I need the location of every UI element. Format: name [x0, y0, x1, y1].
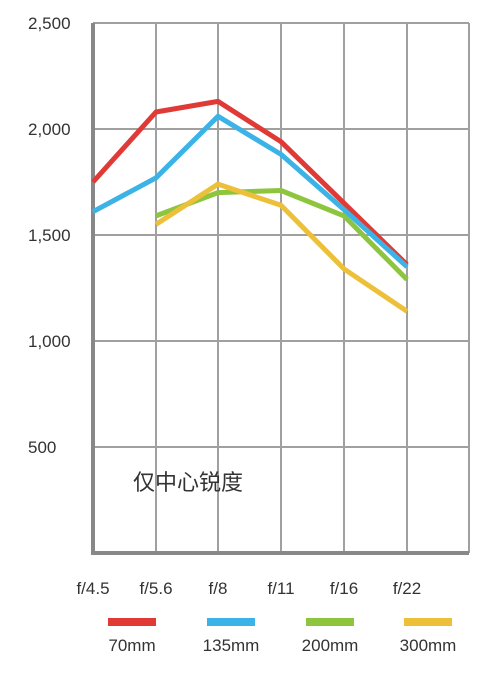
y-tick-label: 1,500 [28, 226, 71, 245]
legend-label-135mm: 135mm [203, 636, 260, 655]
legend: 70mm 135mm 200mm 300mm [108, 618, 456, 655]
x-tick-label: f/16 [330, 579, 358, 598]
series-line-135mm [91, 113, 409, 269]
x-axis-tick-labels: f/4.5 f/5.6 f/8 f/11 f/16 f/22 [76, 579, 421, 598]
legend-label-300mm: 300mm [400, 636, 457, 655]
y-tick-label: 2,000 [28, 120, 71, 139]
x-tick-label: f/4.5 [76, 579, 109, 598]
legend-swatch-70mm [108, 618, 156, 626]
chart-annotation: 仅中心锐度 [133, 471, 243, 496]
series-line-300mm [154, 181, 409, 314]
x-tick-label: f/22 [393, 579, 421, 598]
y-tick-label: 500 [28, 438, 56, 457]
x-tick-label: f/8 [209, 579, 228, 598]
series-lines [91, 98, 409, 314]
legend-label-70mm: 70mm [108, 636, 155, 655]
x-tick-label: f/11 [267, 579, 294, 598]
y-tick-label: 2,500 [28, 14, 71, 33]
legend-swatch-135mm [207, 618, 255, 626]
y-axis-tick-labels: 2,500 2,000 1,500 1,000 500 [28, 14, 71, 457]
legend-swatch-200mm [306, 618, 354, 626]
x-tick-label: f/5.6 [139, 579, 172, 598]
legend-swatch-300mm [404, 618, 452, 626]
legend-label-200mm: 200mm [302, 636, 359, 655]
y-tick-label: 1,000 [28, 332, 71, 351]
axes [91, 23, 469, 555]
series-line-70mm [91, 98, 409, 267]
